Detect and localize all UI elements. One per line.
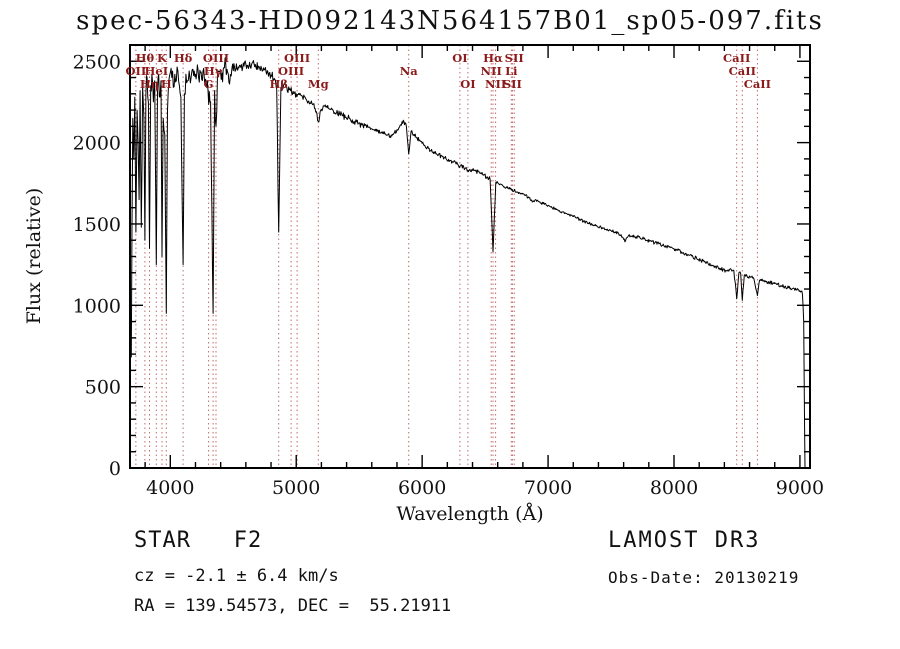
spectral-line-label: Hδ — [174, 51, 193, 65]
plot-frame — [129, 44, 811, 469]
spectral-line-label: Mg — [308, 77, 329, 91]
x-tick-label: 6000 — [398, 477, 446, 499]
object-class-label: STAR F2 — [134, 528, 263, 553]
x-tick-label: 5000 — [272, 477, 320, 499]
spectral-line-label: NII — [481, 64, 502, 78]
spectral-line-label: SII — [503, 77, 522, 91]
spectral-line-label: NII — [485, 77, 506, 91]
spectral-line-label: OIII — [284, 51, 310, 65]
spectral-line-label: CaII — [744, 77, 771, 91]
spectral-line-label: OIII — [278, 64, 304, 78]
radial-velocity-text: cz = -2.1 ± 6.4 km/s — [134, 566, 339, 586]
spectral-line-label: HeI — [145, 64, 169, 78]
spectral-line-label: K — [157, 51, 168, 65]
x-tick-label: 4000 — [146, 477, 194, 499]
spectral-line-label: Na — [400, 64, 419, 78]
spectral-line-label: Hα — [483, 51, 503, 65]
y-tick-label: 1000 — [73, 295, 121, 317]
spectral-line-label: Hθ — [136, 51, 155, 65]
spectral-line-label: CaII — [729, 64, 756, 78]
x-tick-label: 7000 — [524, 477, 572, 499]
obs-date-text: Obs-Date: 20130219 — [608, 568, 800, 587]
x-tick-label: 8000 — [650, 477, 698, 499]
spectral-line-label: SII — [505, 51, 524, 65]
spectral-line-label: Hη — [140, 77, 159, 91]
y-axis-label: Flux (relative) — [23, 187, 45, 325]
y-tick-label: 1500 — [73, 214, 121, 236]
y-tick-label: 0 — [109, 458, 121, 480]
ra-dec-text: RA = 139.54573, DEC = 55.21911 — [134, 596, 452, 616]
y-tick-label: 2500 — [73, 51, 121, 73]
spectral-line-label: OI — [460, 77, 475, 91]
y-tick-label: 2000 — [73, 133, 121, 155]
spectral-line-label: OI — [452, 51, 467, 65]
spectral-line-label: CaII — [723, 51, 750, 65]
spectral-line-label: H — [161, 77, 172, 91]
spectral-line-label: Hγ — [204, 64, 223, 78]
survey-label: LAMOST DR3 — [608, 528, 761, 553]
spectrum-trace — [130, 57, 809, 468]
spectral-line-label: G — [204, 77, 214, 91]
y-tick-label: 500 — [85, 377, 121, 399]
spectral-line-label: OII — [126, 64, 147, 78]
spectral-line-label: OIII — [203, 51, 229, 65]
spectral-line-label: Li — [505, 64, 518, 78]
x-axis-label: Wavelength (Å) — [396, 503, 544, 525]
plot-title: spec-56343-HD092143N564157B01_sp05-097.f… — [76, 6, 824, 36]
spectral-line-label: Hβ — [269, 77, 288, 91]
x-tick-label: 9000 — [776, 477, 824, 499]
